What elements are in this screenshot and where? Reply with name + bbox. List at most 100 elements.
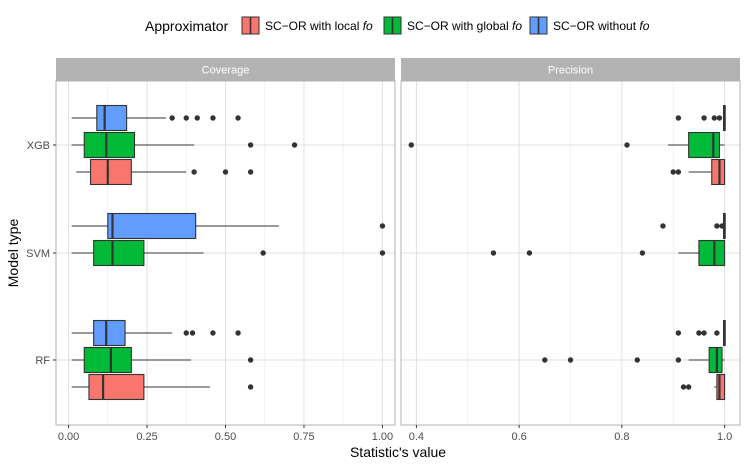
box-rf-without	[675, 319, 726, 347]
outlier-point	[247, 384, 254, 390]
x-tick-label: 0.75	[293, 431, 314, 443]
outlier-point	[222, 169, 229, 175]
outlier-point	[567, 357, 574, 363]
outlier-point	[719, 223, 725, 229]
box-iqr	[716, 373, 726, 401]
box-iqr	[83, 346, 132, 374]
outlier-point	[542, 357, 548, 363]
x-tick-label: 0.4	[409, 431, 424, 443]
outlier-point	[210, 330, 216, 336]
y-tick-label: RF	[35, 355, 50, 367]
legend-entry-without: SC−OR without fo	[529, 16, 650, 35]
outlier-point	[685, 384, 692, 390]
legend-label: SC−OR with global fo	[407, 19, 522, 33]
x-tick-label: 0.00	[58, 431, 79, 443]
outlier-point	[680, 384, 687, 390]
x-tick-label: 1.0	[717, 431, 732, 443]
y-axis-title: Model type	[5, 219, 21, 288]
outlier-point	[194, 115, 200, 121]
outlier-point	[189, 330, 196, 336]
outlier-point	[701, 330, 707, 336]
y-tick-label: XGB	[27, 140, 50, 152]
x-tick-label: 0.50	[215, 431, 236, 443]
outlier-point	[660, 223, 666, 229]
outlier-point	[526, 250, 533, 256]
box-iqr	[708, 346, 723, 374]
x-tick-label: 0.6	[511, 431, 526, 443]
box-iqr	[96, 104, 128, 132]
box-iqr	[107, 212, 197, 240]
x-tick-label: 1.00	[372, 431, 393, 443]
outlier-point	[716, 115, 723, 121]
outlier-point	[714, 223, 720, 229]
outlier-point	[675, 357, 682, 363]
box-iqr	[89, 158, 132, 186]
panel-strip	[56, 58, 395, 81]
panels: Coverage Precision	[55, 58, 741, 426]
outlier-point	[183, 330, 189, 336]
outlier-point	[379, 223, 386, 229]
y-tick-label: SVM	[26, 248, 50, 260]
box-rf-without	[71, 319, 241, 347]
outlier-point	[714, 330, 720, 336]
outlier-point	[183, 115, 189, 121]
outlier-point	[490, 250, 497, 256]
outlier-point	[210, 115, 216, 121]
outlier-point	[260, 250, 266, 256]
panel-coverage: Coverage	[55, 58, 396, 426]
legend-entry-global: SC−OR with global fo	[383, 16, 522, 35]
box-xgb-global	[408, 131, 725, 159]
box-xgb-local	[670, 158, 726, 186]
panel-strip	[401, 58, 740, 81]
outlier-point	[675, 330, 682, 336]
box-xgb-global	[71, 131, 298, 159]
outlier-point	[711, 115, 718, 121]
box-iqr	[93, 239, 145, 267]
box-iqr	[711, 158, 726, 186]
legend: Approximator SC−OR with local fo SC−OR wit…	[145, 16, 650, 35]
legend-title: Approximator	[145, 18, 229, 34]
box-iqr	[83, 131, 136, 159]
outlier-point	[675, 115, 682, 121]
box-svm-global	[71, 239, 386, 267]
box-iqr	[88, 373, 145, 401]
box-iqr	[698, 239, 726, 267]
box-rf-global	[542, 346, 725, 374]
panel-border	[400, 80, 741, 426]
box-iqr	[93, 319, 126, 347]
outlier-point	[247, 169, 254, 175]
outlier-point	[670, 169, 676, 175]
panel-precision: Precision	[400, 58, 741, 426]
outlier-point	[639, 250, 646, 256]
outlier-point	[675, 169, 682, 175]
outlier-point	[634, 357, 640, 363]
outlier-point	[247, 357, 254, 363]
box-xgb-without	[675, 104, 726, 132]
x-tick-label: 0.8	[614, 431, 629, 443]
outlier-point	[191, 169, 197, 175]
outlier-point	[408, 142, 414, 148]
outlier-point	[701, 115, 707, 121]
box-iqr	[688, 131, 721, 159]
axes: 0.00 0.25 0.50 0.75 1.00 0.4 0.6 0.8 1.0 XGB SVM RF…	[5, 140, 732, 460]
x-axis-title: Statistic's value	[350, 444, 446, 460]
box-rf-global	[71, 346, 254, 374]
box-svm-without	[660, 212, 726, 240]
legend-label: SC−OR without fo	[553, 19, 650, 33]
legend-entry-local: SC−OR with local fo	[241, 16, 373, 35]
box-xgb-local	[76, 158, 254, 186]
outlier-point	[169, 115, 175, 121]
outlier-point	[696, 330, 702, 336]
outlier-point	[379, 250, 386, 256]
box-rf-local	[680, 373, 726, 401]
x-tick-label: 0.25	[136, 431, 157, 443]
panel-title: Precision	[548, 65, 593, 77]
outlier-point	[235, 115, 241, 121]
legend-label: SC−OR with local fo	[265, 19, 373, 33]
box-svm-global	[490, 239, 726, 267]
outlier-point	[235, 330, 241, 336]
panel-title: Coverage	[202, 65, 250, 77]
box-svm-without	[71, 212, 386, 240]
box-rf-local	[71, 373, 254, 401]
